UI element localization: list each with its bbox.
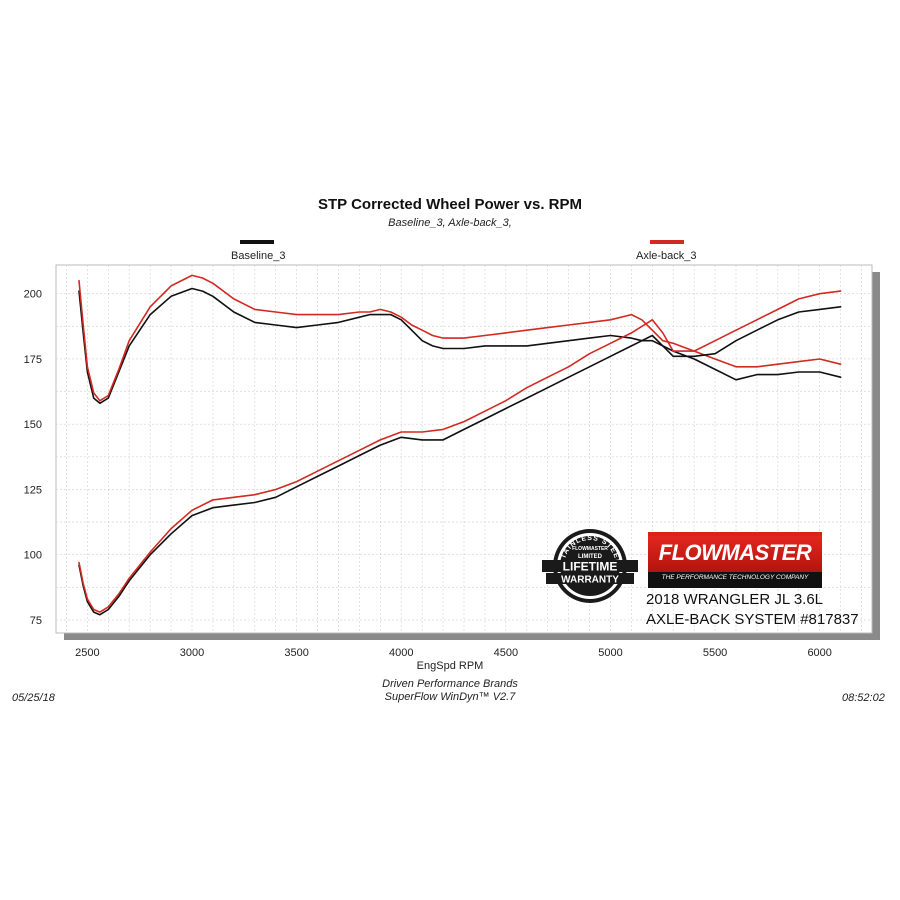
- product-system: AXLE-BACK SYSTEM #817837: [646, 611, 859, 628]
- badge-warranty: WARRANTY: [561, 575, 619, 586]
- footer-software: SuperFlow WinDyn™ V2.7: [384, 691, 516, 703]
- flowmaster-logo: FLOWMASTER THE PERFORMANCE TECHNOLOGY CO…: [648, 532, 822, 588]
- grid-lines: [56, 265, 872, 633]
- chart-title: STP Corrected Wheel Power vs. RPM: [318, 196, 582, 213]
- legend-label-baseline: Baseline_3: [231, 250, 286, 262]
- legend-label-axleback: Axle-back_3: [636, 250, 697, 262]
- badge-limited: LIMITED: [578, 554, 603, 560]
- footer-company: Driven Performance Brands: [382, 678, 518, 690]
- y-tick-label: 100: [24, 550, 42, 562]
- badge-brand: FLOWMASTER: [572, 546, 608, 552]
- footer-date: 05/25/18: [12, 692, 55, 704]
- x-tick-label: 2500: [75, 647, 99, 659]
- logo-tagline: THE PERFORMANCE TECHNOLOGY COMPANY: [661, 574, 809, 581]
- legend-swatch-baseline: [240, 240, 274, 244]
- x-tick-label: 4000: [389, 647, 413, 659]
- x-axis: 2500 3000 3500 4000 4500 5000 5500 6000: [75, 647, 832, 659]
- series-lines: [78, 274, 842, 616]
- footer-credits: Driven Performance Brands SuperFlow WinD…: [0, 678, 900, 704]
- x-tick-label: 3500: [284, 647, 308, 659]
- logo-wordmark: FLOWMASTER: [658, 540, 812, 565]
- x-tick-label: 3000: [180, 647, 204, 659]
- y-tick-label: 200: [24, 289, 42, 301]
- logo-red-band: [648, 536, 822, 572]
- series-line-axle-back-3-power: [78, 290, 842, 613]
- y-tick-label: 125: [24, 484, 42, 496]
- y-tick-label: 150: [24, 419, 42, 431]
- x-tick-label: 5000: [598, 647, 622, 659]
- product-model: 2018 WRANGLER JL 3.6L: [646, 591, 824, 608]
- legend-swatch-axleback: [650, 240, 684, 244]
- y-tick-label: 175: [24, 354, 42, 366]
- series-line-axle-back-3-torque: [78, 274, 842, 402]
- y-axis: 75 100 125 150 175 200: [24, 289, 42, 627]
- lifetime-warranty-badge: STAINLESS STEEL FLOWMASTER LIMITED LIFET…: [542, 529, 638, 603]
- x-tick-label: 5500: [703, 647, 727, 659]
- chart-subtitle: Baseline_3, Axle-back_3,: [388, 217, 512, 229]
- x-tick-label: 6000: [807, 647, 831, 659]
- x-tick-label: 4500: [494, 647, 518, 659]
- badge-lifetime: LIFETIME: [563, 560, 618, 574]
- y-tick-label: 75: [30, 615, 42, 627]
- footer-time: 08:52:02: [842, 692, 885, 704]
- x-axis-label: EngSpd RPM: [416, 660, 484, 672]
- series-line-baseline-3-power: [78, 305, 842, 616]
